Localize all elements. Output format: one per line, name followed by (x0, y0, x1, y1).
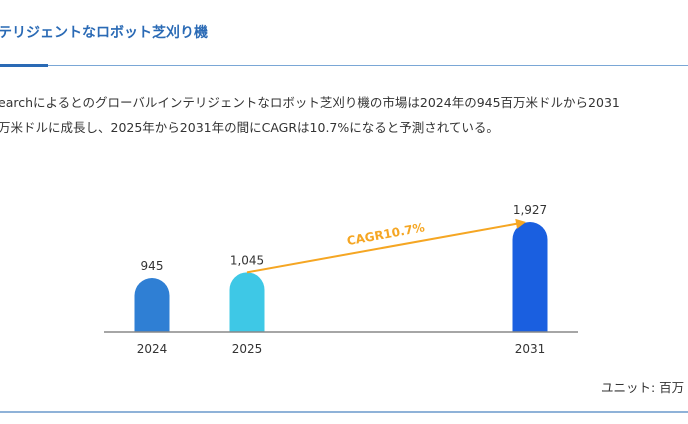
cagr-label: CAGR10.7% (346, 220, 426, 248)
title-divider-accent (0, 64, 48, 67)
value-label: 1,045 (230, 253, 264, 267)
category-label: 2025 (232, 342, 263, 356)
arrow-head-icon (515, 218, 526, 229)
cagr-arrow (246, 222, 519, 274)
section-title: テリジェントなロボット芝刈り機 (0, 25, 208, 41)
description-line-2: 万米ドルに成長し、2025年から2031年の間にCAGRは10.7%になると予測… (0, 120, 499, 135)
unit-label: ユニット: 百万 (601, 380, 685, 395)
category-label: 2031 (515, 342, 546, 356)
bar-2025 (229, 272, 265, 332)
bottom-divider (0, 411, 688, 413)
title-divider (0, 65, 688, 66)
category-label: 2024 (137, 342, 168, 356)
value-label: 945 (141, 259, 164, 273)
value-label: 1,927 (513, 203, 547, 217)
bar-2031 (512, 222, 548, 332)
description-line-1: earchによるとのグローバルインテリジェントなロボット芝刈り機の市場は2024… (0, 95, 620, 110)
bar-2024 (134, 278, 170, 332)
